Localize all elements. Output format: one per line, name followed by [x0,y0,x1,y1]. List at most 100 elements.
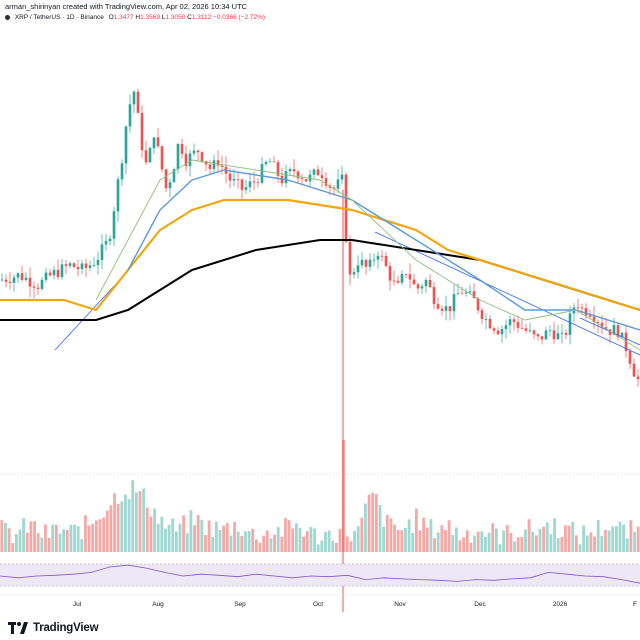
volume-bar [553,518,556,552]
volume-bar [284,518,287,552]
volume-bar [40,537,44,552]
volume-bar [604,529,607,552]
candle-body [164,169,168,189]
symbol-title[interactable]: XRP / TetherUS · 1D · Binance [14,14,104,21]
candle-body [444,306,448,311]
candle-body [220,165,224,167]
volume-bar [138,491,142,552]
volume-bar [618,521,622,552]
candle-body [636,376,640,380]
candle-body [520,327,524,329]
candle-body [400,274,404,283]
candle [288,167,292,175]
volume-bar [0,520,4,552]
volume-bar [294,523,298,552]
candle-body [392,280,396,282]
candle [624,326,628,358]
candle [44,267,48,283]
rsi-band [0,564,640,586]
volume-bar [109,505,113,552]
candle-body [76,267,80,270]
volume-bar [287,520,291,552]
volume-bar [596,520,600,552]
high-value: 1.3569 [140,14,160,21]
candle-body [276,162,280,176]
volume-bar [65,529,69,552]
candle-body [452,294,456,312]
tradingview-logo[interactable]: TradingView [8,621,99,635]
candle [516,315,520,333]
volume-bar [331,540,335,552]
candle [340,165,344,185]
candle [124,125,128,175]
volume-bar [127,499,131,552]
candle [456,283,460,295]
trendline-1[interactable] [54,284,116,351]
candle-body [304,179,308,182]
candle-body [560,332,564,334]
candle-body [588,315,592,317]
volume-bar [349,541,353,552]
candle-body [552,330,556,340]
candle [416,282,420,294]
candle-body [116,179,120,212]
candle [348,235,352,286]
candle-body [312,169,316,175]
candle [304,178,308,182]
candle-body [236,179,240,180]
candle-body [424,279,428,287]
time-axis: Jul Aug Sep Oct Nov Dec 2026 F [73,601,637,608]
candle-body [148,148,152,163]
candle-body [108,238,112,242]
high-label: H [135,14,141,21]
candle-body [384,255,388,267]
candle-body [340,174,344,180]
candle [292,159,296,178]
x-tick-label: 2026 [553,601,568,608]
candle [632,358,636,377]
candle-body [20,273,24,280]
candle [192,143,196,157]
volume-bar [105,510,109,552]
trendline-2[interactable] [374,231,640,356]
volume-bar [316,544,320,552]
volume-bar [491,523,495,552]
low-label: L [161,14,166,21]
candle-body [8,281,12,283]
candle-body [512,319,516,323]
candle [56,259,60,280]
candle-body [600,322,604,328]
candle [12,274,16,292]
candle [40,276,44,291]
candle [24,272,28,282]
candle-body [128,104,132,127]
candle [244,179,248,195]
candle-body [336,179,340,189]
volume-bar [480,531,484,552]
volume-bar [444,530,447,552]
candle [4,274,8,288]
candle-body [160,146,164,170]
volume-bar [589,532,593,552]
candle [60,259,64,280]
volume-bar [400,530,404,552]
candle-body [580,307,584,309]
candle [424,277,428,293]
candle-body [632,363,636,377]
candle-body [376,255,380,260]
candle [468,284,472,294]
volume-bar [269,538,273,552]
candle-body [412,279,416,285]
volume-bar [327,530,331,552]
volume-bar [574,535,578,552]
candle-body [132,91,136,105]
candle [64,259,68,275]
volume-bar [545,522,549,552]
candle-body [256,182,260,184]
volume-bar [418,530,422,552]
low-value: 1.3050 [165,14,186,21]
volume-bar [414,508,418,552]
candle [356,255,360,279]
symbol-legend: XRP / TetherUS · 1D · Binance O1.3477 H1… [5,14,265,21]
